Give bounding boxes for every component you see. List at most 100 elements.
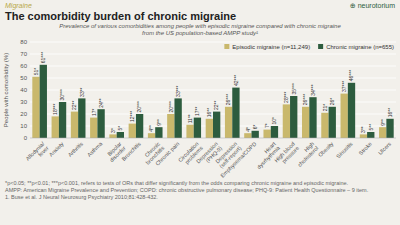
y-axis-label: People with comorbidity (%) [3,53,9,127]
x-tick-label: Allodynia/fever [24,140,50,166]
data-label: 33*** [175,85,181,96]
x-tick-line: Bronchitis [121,140,142,161]
x-tick-label: Anxiety [48,140,65,157]
bar [78,98,85,138]
data-label: 20*** [168,101,174,112]
bar [32,77,39,138]
data-label: 37*** [341,81,347,92]
bar [367,132,374,138]
bar [129,124,136,138]
subtitle: Prevalence of various comorbidities amon… [59,23,341,36]
y-tick-label: 40 [20,87,27,93]
data-label: 3* [110,128,116,133]
data-label: 51* [33,68,39,76]
data-label: 4** [148,125,154,132]
data-label: 4* [245,127,251,132]
bar [379,127,386,138]
bar [244,133,251,138]
bar [109,134,116,138]
bar [167,114,174,138]
data-label: 11** [187,114,193,123]
bar [206,119,213,138]
bar [302,107,309,138]
bar [194,118,201,138]
x-axis-line [30,138,396,139]
data-label: 17* [91,109,97,117]
data-label: 6* [252,125,258,130]
data-label: 61*** [40,52,46,63]
data-label: 9** [156,119,162,126]
x-tick-label: Emphysema/COPD [219,141,257,179]
data-label: 12*** [129,111,135,122]
x-tick-label: Sinusitis [335,140,354,159]
bar [341,94,348,138]
data-label: 18*** [52,103,58,114]
bar [360,134,367,138]
bar [252,131,259,138]
chart-root: Migraine⊕ neurotoriumThe comorbidity bur… [0,0,400,225]
bar [52,116,59,138]
footnotes: *p<0.05; **p<0.01; ***p<0.001, refers to… [5,180,395,201]
data-label: 16** [387,108,393,118]
x-tick-line: Stroke [358,141,373,156]
data-label: 3** [360,126,366,133]
bar [348,83,355,138]
data-label: 20*** [136,101,142,112]
data-label: 35*** [291,83,297,94]
kicker: Migraine [5,2,32,10]
bar [40,65,47,138]
data-label: 5* [117,126,123,131]
legend-label: Chronic migraine (n=655) [326,44,394,50]
logo: ⊕ neurotorium [350,2,395,9]
x-tick-line: pressure [281,145,300,164]
grid-line [30,42,396,43]
bar [59,102,66,138]
bar [263,130,270,138]
data-label: 26*** [302,94,308,105]
x-tick-line: Chronic pain [154,141,180,167]
bar [232,88,239,138]
y-tick-label: 70 [20,51,27,57]
footnote: 1. Buse et al. J Neural Neurosurg Psychi… [5,194,395,201]
x-tick-label: Arthritis [67,140,85,158]
bar [186,125,193,138]
legend-swatch [318,44,323,49]
x-tick-line: Sinusitis [335,140,354,159]
x-tick-label: Obesity [317,140,335,158]
x-tick-line: Asthma [86,140,104,158]
bar [321,113,328,138]
y-tick-label: 20 [20,111,27,117]
bar [213,112,220,138]
grid-line [30,66,396,67]
bar [386,119,393,138]
subtitle-line: Prevalence of various comorbidities amon… [59,23,341,29]
grid-line [30,54,396,55]
x-tick-line: Emphysema/COPD [219,141,257,179]
bar [309,97,316,138]
bar [290,96,297,138]
x-tick-line: Anxiety [48,140,65,157]
data-label: 17** [194,107,200,117]
bar [90,118,97,138]
x-tick-line: cholesterol [296,145,319,168]
legend-label: Episodic migraine (n=11,249) [232,44,310,50]
footnote: *p<0.05; **p<0.01; ***p<0.001, refers to… [5,180,395,187]
data-label: 21* [322,104,328,112]
bar [283,104,290,138]
data-label: 42*** [233,75,239,86]
bar [136,114,143,138]
x-tick-label: Asthma [86,140,104,158]
bar [271,126,278,138]
data-label: 34*** [310,84,316,95]
data-label: 22** [71,101,77,111]
bar [225,107,232,138]
bar [155,127,162,138]
x-tick-label: Ulcers [377,140,392,155]
data-label: 7* [264,123,270,128]
x-tick-label: Chronic pain [154,141,180,167]
x-tick-line: Obesity [317,140,335,158]
grid-line [30,78,396,79]
y-tick-label: 30 [20,99,27,105]
bar [329,107,336,138]
data-label: 46*** [348,70,354,81]
